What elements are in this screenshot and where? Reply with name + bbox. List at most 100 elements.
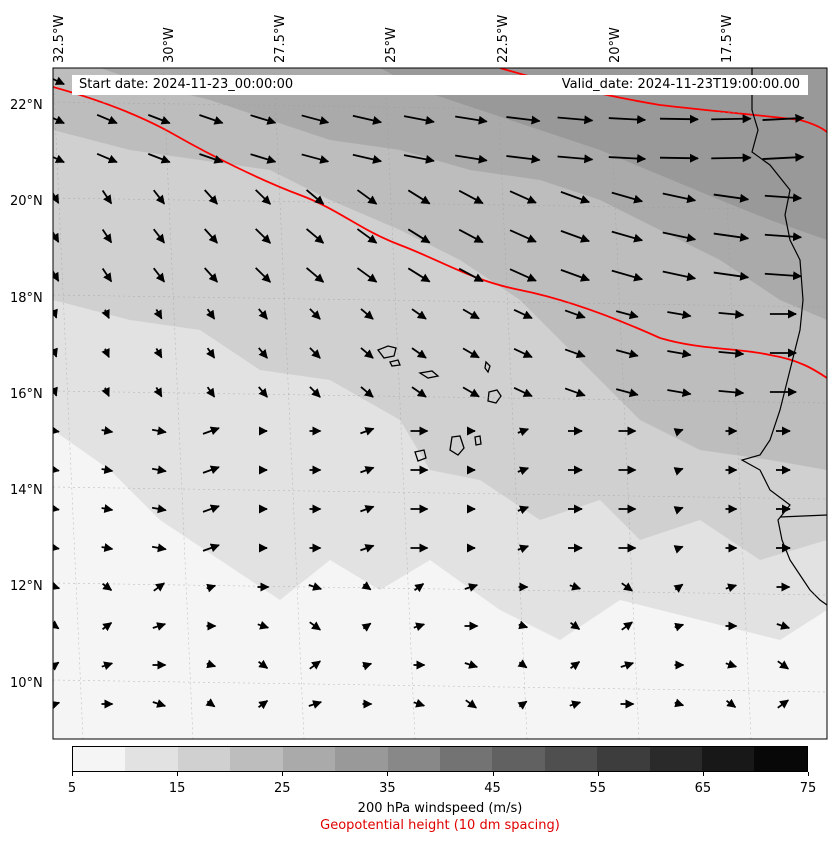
colorbar-tick-label: 55: [589, 781, 606, 796]
wind-arrow: [570, 620, 581, 630]
wind-arrow: [662, 192, 697, 204]
wind-arrow: [462, 308, 480, 320]
wind-arrow: [101, 268, 113, 283]
wind-arrow: [258, 386, 268, 398]
wind-arrow: [777, 660, 789, 670]
wind-arrow: [206, 308, 216, 320]
longitude-label: 27.5°W: [273, 14, 288, 63]
longitude-label: 20°W: [608, 27, 623, 63]
wind-arrow: [713, 232, 750, 242]
wind-arrow: [53, 661, 60, 671]
wind-arrow: [615, 349, 639, 359]
wind-arrow: [411, 386, 427, 398]
colorbar-segment: [230, 747, 283, 771]
wind-arrow: [517, 659, 528, 669]
wind-arrow: [101, 347, 110, 359]
wind-arrow: [151, 426, 167, 436]
colorbar-tick-mark: [72, 772, 73, 776]
colorbar-segment: [282, 747, 336, 771]
wind-vectors: [53, 74, 805, 710]
wind-arrow: [557, 154, 594, 164]
island: [389, 359, 401, 367]
wind-arrow: [713, 271, 750, 281]
wind-arrow: [360, 466, 375, 475]
wind-arrow: [608, 115, 647, 125]
wind-arrow: [151, 465, 167, 475]
colorbar-tick-mark: [492, 772, 494, 776]
wind-arrow: [726, 698, 737, 708]
latitude-gridline: [53, 101, 827, 115]
island: [474, 435, 482, 446]
wind-arrow: [662, 231, 697, 243]
island: [418, 370, 440, 379]
wind-arrow: [362, 661, 373, 671]
wind-arrow: [620, 661, 635, 670]
wind-arrow: [564, 387, 586, 398]
wind-arrow: [53, 503, 60, 513]
colorbar-segment: [702, 747, 755, 771]
wind-arrow: [199, 114, 224, 125]
wind-arrow: [673, 506, 684, 515]
wind-arrow: [53, 347, 58, 358]
longitude-gridline: [496, 68, 528, 739]
wind-arrow: [667, 310, 692, 320]
wind-arrow: [713, 193, 750, 203]
wind-arrow: [206, 347, 216, 359]
wind-arrow: [764, 232, 803, 242]
wind-arrow: [517, 544, 530, 554]
wind-arrow: [458, 228, 484, 244]
wind-arrow: [569, 581, 582, 591]
longitude-gridline: [273, 68, 305, 739]
wind-arrow: [53, 700, 61, 710]
wind-arrow: [204, 267, 218, 283]
colorbar-tick-mark: [387, 772, 389, 776]
wind-arrow: [509, 268, 537, 282]
wind-arrow: [101, 543, 114, 552]
latitude-gridline: [53, 197, 827, 211]
island: [487, 389, 502, 404]
wind-arrow: [206, 386, 216, 398]
colorbar-tick-label: 75: [799, 781, 817, 796]
wind-arrow: [564, 309, 586, 320]
wind-arrow: [152, 228, 166, 244]
valid-date-label: Valid_date: 2024-11-23T19:00:00.00: [561, 77, 800, 92]
wind-arrow: [301, 153, 330, 164]
wind-arrow: [608, 154, 647, 164]
latitude-gridline: [53, 679, 827, 693]
wind-arrow: [101, 229, 113, 244]
wind-arrow: [308, 582, 323, 591]
wind-arrow: [517, 505, 530, 515]
start-date-label: Start date: 2024-11-23_00:00:00: [79, 77, 294, 92]
wind-arrow: [309, 347, 321, 359]
wind-arrow: [414, 583, 425, 593]
wind-arrow: [673, 545, 684, 554]
wind-arrow: [53, 425, 60, 435]
wind-arrow: [309, 386, 321, 398]
wind-arrow: [53, 191, 60, 204]
wind-arrow: [152, 699, 167, 708]
wind-arrow: [711, 114, 752, 124]
wind-arrow: [517, 700, 528, 710]
colorbar-segment: [439, 747, 493, 771]
colorbar-tick-label: 25: [274, 781, 291, 796]
longitude-label: 32.5°W: [52, 14, 67, 63]
geopotential-contour: [53, 86, 827, 379]
wind-arrow: [53, 269, 60, 282]
wind-arrow: [202, 426, 220, 436]
wind-arrow: [53, 581, 61, 591]
wind-arrow: [361, 622, 372, 632]
wind-arrow: [674, 622, 685, 632]
wind-arrow: [53, 464, 60, 474]
wind-arrow: [673, 583, 684, 593]
wind-arrow: [53, 542, 60, 552]
wind-arrow: [356, 189, 378, 205]
wind-arrow: [206, 583, 217, 593]
colorbar-segment: [125, 747, 178, 771]
wind-arrow: [621, 621, 633, 631]
wind-arrow: [151, 504, 167, 514]
latitude-gridline: [53, 486, 827, 500]
colorbar-tick-label: 5: [67, 781, 77, 796]
wind-arrow: [411, 347, 427, 359]
wind-arrow: [407, 228, 431, 244]
latitude-label: 18°N: [10, 291, 43, 306]
